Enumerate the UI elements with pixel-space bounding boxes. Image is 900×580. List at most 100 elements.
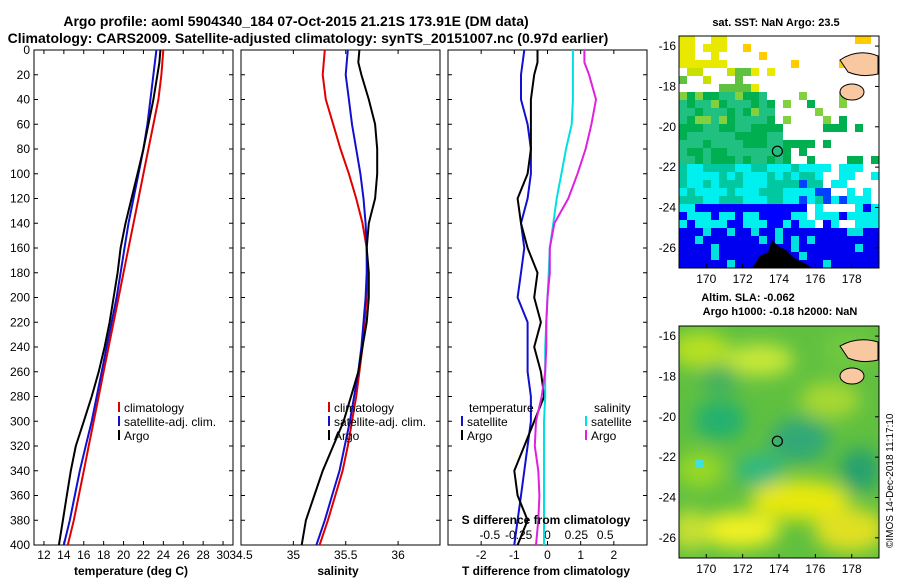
sst-cell bbox=[711, 60, 719, 68]
depth-tick-label: 240 bbox=[10, 340, 30, 354]
map-x-tick-label: 172 bbox=[733, 272, 753, 286]
sst-cell bbox=[831, 220, 839, 228]
sst-cell bbox=[687, 68, 695, 76]
sst-cell bbox=[687, 204, 695, 212]
sst-cell bbox=[791, 220, 799, 228]
sst-cell bbox=[799, 236, 807, 244]
sst-cell bbox=[695, 204, 703, 212]
sst-cell bbox=[703, 156, 711, 164]
legend-label-argo: Argo bbox=[124, 429, 150, 443]
sst-cell bbox=[711, 236, 719, 244]
sst-cell bbox=[767, 124, 775, 132]
sst-cell bbox=[807, 100, 815, 108]
sst-cell bbox=[767, 204, 775, 212]
sst-cell bbox=[695, 164, 703, 172]
sst-cell bbox=[807, 140, 815, 148]
sst-cell bbox=[735, 244, 743, 252]
sst-cell bbox=[735, 172, 743, 180]
sst-cell bbox=[839, 244, 847, 252]
sst-cell bbox=[703, 188, 711, 196]
sst-cell bbox=[695, 68, 703, 76]
sst-cell bbox=[751, 132, 759, 140]
sst-cell bbox=[767, 164, 775, 172]
sst-cell bbox=[695, 132, 703, 140]
sst-cell bbox=[839, 260, 847, 268]
sst-cell bbox=[855, 156, 863, 164]
depth-tick-label: 180 bbox=[10, 266, 30, 280]
sst-cell bbox=[743, 116, 751, 124]
sst-cell bbox=[791, 180, 799, 188]
sst-cell bbox=[735, 132, 743, 140]
s-diff-tick-label: 0.25 bbox=[565, 528, 589, 542]
temperature-legend: climatology satellite-adj. clim. Argo bbox=[118, 401, 216, 443]
sst-cell bbox=[839, 252, 847, 260]
sst-cell bbox=[679, 212, 687, 220]
sst-cell bbox=[871, 212, 879, 220]
sst-cell bbox=[871, 220, 879, 228]
sst-cell bbox=[823, 116, 831, 124]
sst-cell bbox=[815, 196, 823, 204]
sst-island bbox=[839, 83, 865, 101]
x-tick-label: 18 bbox=[97, 548, 111, 562]
legend-label-climatology: climatology bbox=[124, 401, 184, 415]
sst-cell bbox=[759, 148, 767, 156]
series-line-temperature-argo bbox=[513, 50, 546, 546]
sst-cell bbox=[855, 204, 863, 212]
sst-cell bbox=[727, 92, 735, 100]
sst-cell bbox=[703, 44, 711, 52]
sst-cell bbox=[847, 172, 855, 180]
sst-cell bbox=[871, 228, 879, 236]
sst-cell bbox=[807, 252, 815, 260]
sst-cell bbox=[855, 260, 863, 268]
sla-blob bbox=[800, 382, 860, 418]
sst-cell bbox=[703, 132, 711, 140]
sst-cell bbox=[767, 236, 775, 244]
sst-cell bbox=[751, 148, 759, 156]
sst-cell bbox=[711, 260, 719, 268]
sst-cell bbox=[855, 164, 863, 172]
sst-cell bbox=[767, 148, 775, 156]
sst-cell bbox=[815, 164, 823, 172]
sst-cell bbox=[695, 236, 703, 244]
sst-cell bbox=[687, 44, 695, 52]
x-tick-label: 16 bbox=[77, 548, 91, 562]
sla-cyan-spot bbox=[695, 460, 703, 468]
map-x-tick-label: 170 bbox=[696, 272, 716, 286]
sst-cell bbox=[687, 244, 695, 252]
sst-cell bbox=[719, 236, 727, 244]
sst-island bbox=[839, 52, 879, 77]
sst-cell bbox=[687, 252, 695, 260]
x-tick-label: 35 bbox=[287, 548, 301, 562]
sst-cell bbox=[791, 236, 799, 244]
sst-cell bbox=[783, 196, 791, 204]
sst-cell bbox=[711, 124, 719, 132]
sst-cell bbox=[711, 108, 719, 116]
sst-cell bbox=[687, 228, 695, 236]
sst-cell bbox=[799, 212, 807, 220]
sla-island bbox=[839, 339, 879, 363]
sst-cell bbox=[695, 108, 703, 116]
sst-cell bbox=[855, 220, 863, 228]
sst-cell bbox=[727, 228, 735, 236]
sst-cell bbox=[679, 180, 687, 188]
sst-cell bbox=[743, 68, 751, 76]
series-line-temperature-satellite bbox=[513, 49, 532, 546]
sst-cell bbox=[719, 44, 727, 52]
depth-tick-label: 20 bbox=[17, 68, 31, 82]
sst-cell bbox=[743, 180, 751, 188]
sst-cell bbox=[807, 172, 815, 180]
sst-cell bbox=[743, 196, 751, 204]
sst-cell bbox=[839, 116, 847, 124]
sst-cell bbox=[703, 180, 711, 188]
sst-cell bbox=[815, 172, 823, 180]
sst-cell bbox=[767, 68, 775, 76]
x-tick-label: 14 bbox=[57, 548, 71, 562]
sst-cell bbox=[679, 148, 687, 156]
sst-cell bbox=[799, 188, 807, 196]
sst-cell bbox=[863, 252, 871, 260]
sst-cell bbox=[855, 124, 863, 132]
sst-cell bbox=[751, 68, 759, 76]
map-y-tick-label: -16 bbox=[659, 39, 677, 53]
sst-cell bbox=[743, 228, 751, 236]
sst-cell bbox=[823, 220, 831, 228]
